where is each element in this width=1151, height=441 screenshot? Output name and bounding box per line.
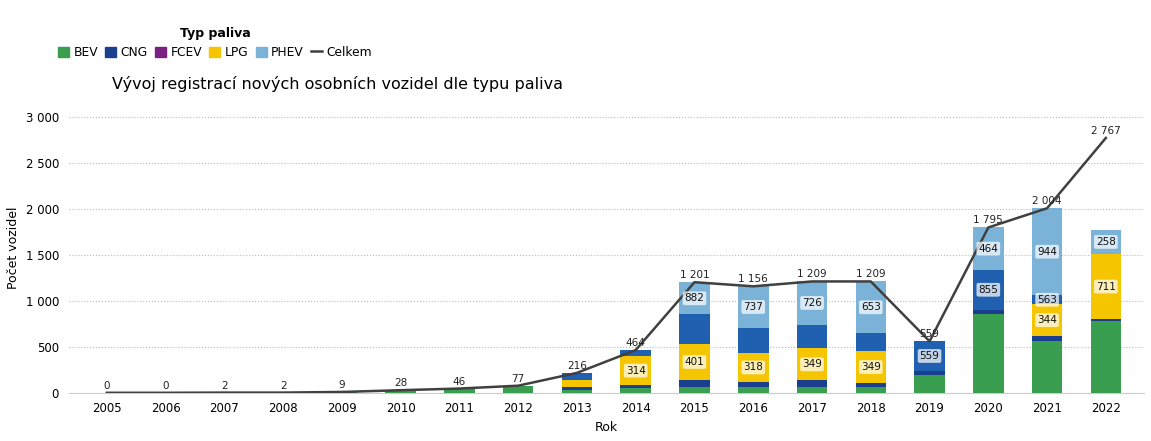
Bar <box>738 387 769 393</box>
Text: 1 795: 1 795 <box>974 216 1004 225</box>
Bar <box>503 386 533 393</box>
Text: 1 201: 1 201 <box>680 270 709 280</box>
Text: 737: 737 <box>744 302 763 312</box>
Text: 2 767: 2 767 <box>1091 126 1121 136</box>
Text: 2 004: 2 004 <box>1032 196 1062 206</box>
Text: 349: 349 <box>861 362 881 372</box>
Bar <box>327 392 357 393</box>
Bar <box>620 385 651 389</box>
Bar <box>855 383 886 387</box>
Text: 349: 349 <box>802 359 822 370</box>
Bar <box>914 375 945 393</box>
Bar <box>386 390 416 393</box>
Text: 944: 944 <box>1037 247 1057 257</box>
Bar <box>620 389 651 393</box>
Legend: BEV, CNG, FCEV, LPG, PHEV, Celkem: BEV, CNG, FCEV, LPG, PHEV, Celkem <box>53 22 376 64</box>
Text: 563: 563 <box>1037 295 1057 305</box>
Text: 464: 464 <box>626 338 646 348</box>
Bar <box>796 386 828 393</box>
Text: 1 209: 1 209 <box>798 269 826 280</box>
Bar <box>620 356 651 385</box>
Text: 855: 855 <box>978 285 998 295</box>
Bar <box>1091 319 1121 321</box>
Bar <box>1091 254 1121 319</box>
Bar <box>1091 321 1121 393</box>
Text: 653: 653 <box>861 302 881 312</box>
Bar <box>679 282 710 314</box>
Bar <box>1031 304 1062 336</box>
Y-axis label: Počet vozidel: Počet vozidel <box>7 206 20 289</box>
Bar <box>738 286 769 328</box>
Bar <box>973 270 1004 310</box>
Bar <box>914 371 945 375</box>
Bar <box>796 325 828 348</box>
Bar <box>562 380 593 388</box>
Bar <box>562 390 593 393</box>
Text: 344: 344 <box>1037 315 1057 325</box>
Text: 2: 2 <box>221 381 228 391</box>
Text: 28: 28 <box>394 378 407 388</box>
Bar <box>562 388 593 390</box>
Bar <box>679 381 710 387</box>
Bar <box>738 382 769 387</box>
Bar <box>973 310 1004 314</box>
Bar <box>679 314 710 344</box>
Bar <box>679 387 710 393</box>
Bar <box>855 387 886 393</box>
Bar <box>973 314 1004 393</box>
Text: 882: 882 <box>685 293 704 303</box>
Text: 77: 77 <box>511 374 525 384</box>
Bar <box>855 281 886 333</box>
Text: 726: 726 <box>802 298 822 308</box>
Bar <box>796 381 828 386</box>
Text: 9: 9 <box>338 380 345 390</box>
Text: 464: 464 <box>978 243 998 254</box>
Text: 711: 711 <box>1096 281 1115 292</box>
Text: Vývoj registrací nových osobních vozidel dle typu paliva: Vývoj registrací nových osobních vozidel… <box>112 76 563 92</box>
Text: 1 156: 1 156 <box>739 274 768 284</box>
Bar <box>914 341 945 371</box>
Text: 0: 0 <box>104 381 110 391</box>
Text: 318: 318 <box>744 363 763 373</box>
Text: 216: 216 <box>567 361 587 371</box>
Bar <box>796 281 828 325</box>
Bar <box>620 350 651 356</box>
Bar <box>679 344 710 381</box>
Bar <box>1031 336 1062 341</box>
Text: 559: 559 <box>920 351 939 361</box>
Bar <box>796 348 828 381</box>
Bar <box>738 328 769 353</box>
Bar <box>973 228 1004 270</box>
Bar <box>1091 230 1121 254</box>
Bar <box>855 351 886 383</box>
Text: 401: 401 <box>685 357 704 367</box>
Text: 258: 258 <box>1096 237 1115 247</box>
Text: 1 209: 1 209 <box>856 269 885 280</box>
Bar <box>1031 295 1062 304</box>
Text: 2: 2 <box>280 381 287 391</box>
Bar <box>1031 208 1062 295</box>
Bar <box>855 333 886 351</box>
Text: 314: 314 <box>626 366 646 376</box>
Bar <box>738 353 769 382</box>
Bar <box>562 373 593 380</box>
Bar <box>444 389 474 393</box>
Text: 46: 46 <box>452 377 466 386</box>
X-axis label: Rok: Rok <box>595 421 618 434</box>
Text: 559: 559 <box>920 329 939 339</box>
Bar <box>1031 341 1062 393</box>
Text: 0: 0 <box>162 381 169 391</box>
